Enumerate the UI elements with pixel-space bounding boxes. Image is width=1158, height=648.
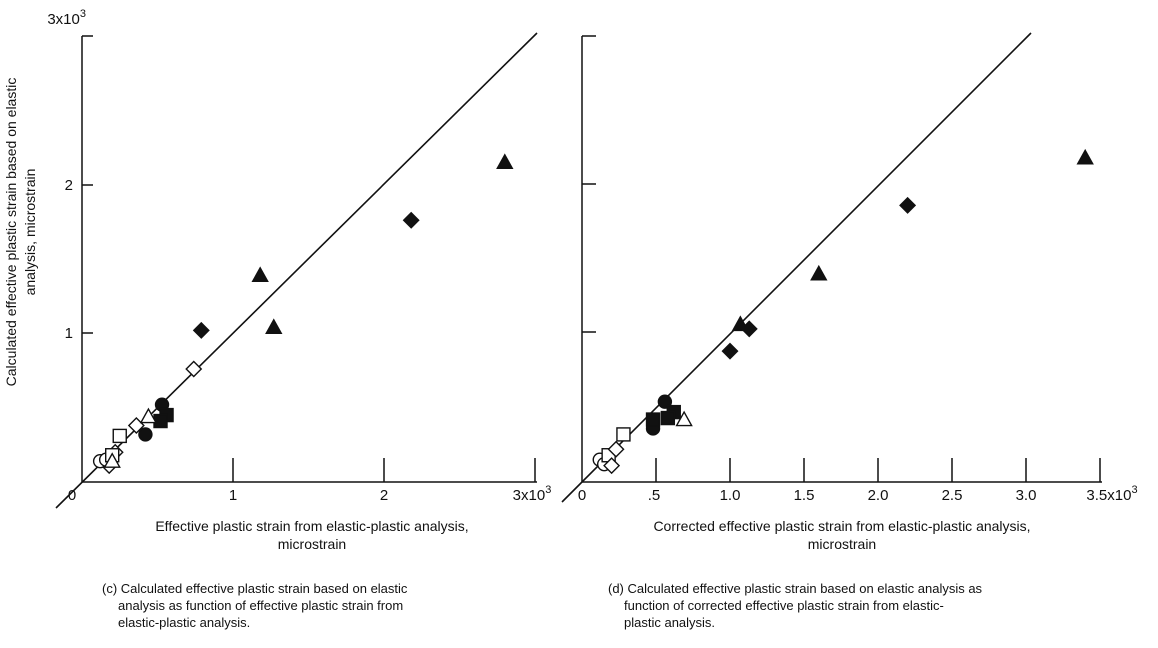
chart-c-x-tick-label-2: 2 <box>380 487 388 504</box>
chart-d-x-axis-title-line-2: microstrain <box>808 536 876 552</box>
chart-d-point-0 <box>1076 148 1094 165</box>
chart-d-x-tick-label-3: 1.5 <box>794 487 815 504</box>
y-axis-title-line-1: Calculated effective plastic strain base… <box>3 78 19 387</box>
chart-d-x-tick-label-6: 3.0 <box>1016 487 1037 504</box>
y-axis-title-line-2-text: analysis, microstrain <box>22 169 38 296</box>
chart-d-points <box>592 148 1094 475</box>
y-axis-title-line-2: analysis, microstrain <box>22 169 38 296</box>
chart-d-point-11 <box>645 412 661 427</box>
chart-c-x-tick-label-1: 1 <box>229 487 237 504</box>
chart-d-x-tick-label-7: 3.5x103 <box>1086 484 1137 504</box>
chart-c-y-tick-labels: 1 2 3x103 <box>47 8 86 342</box>
chart-c-point-10 <box>138 427 153 442</box>
chart-d-x-tick-label-5: 2.5 <box>942 487 963 504</box>
chart-c-x-tick-label-0: 0 <box>68 487 76 504</box>
chart-d-x-tick-labels: 0 .5 1.0 1.5 2.0 2.5 3.0 3.5x103 <box>578 484 1138 504</box>
chart-c-caption-line-3: elastic-plastic analysis. <box>118 615 251 630</box>
chart-c-caption-line-1: (c) Calculated effective plastic strain … <box>102 581 408 596</box>
chart-d-point-16 <box>603 457 621 475</box>
chart-d-caption-line-3: plastic analysis. <box>624 615 716 630</box>
chart-c-point-0 <box>496 153 514 169</box>
chart-c-caption-line-2: analysis as function of effective plasti… <box>118 598 404 613</box>
chart-d-caption-line-1: (d) Calculated effective plastic strain … <box>608 581 983 596</box>
chart-d-point-13 <box>616 427 631 442</box>
chart-c-point-14 <box>153 413 168 429</box>
chart-d-x-tick-label-4: 2.0 <box>868 487 889 504</box>
chart-c-point-5 <box>185 360 203 378</box>
chart-d-point-5 <box>721 342 739 360</box>
chart-c-points <box>92 153 514 475</box>
chart-c-x-tick-labels: 0 1 2 3x103 <box>68 484 552 504</box>
chart-d-point-3 <box>899 196 917 214</box>
chart-d-x-axis-title: Corrected effective plastic strain from … <box>653 518 1030 552</box>
chart-c-x-axis-title: Effective plastic strain from elastic-pl… <box>155 518 468 552</box>
chart-c-y-tick-label-1: 1 <box>65 325 73 342</box>
chart-c-point-18 <box>103 452 121 468</box>
chart-d-caption: (d) Calculated effective plastic strain … <box>608 580 982 631</box>
chart-d-point-4 <box>740 320 758 338</box>
chart-d-x-tick-label-2: 1.0 <box>720 487 741 504</box>
chart-c-x-axis-title-line-1: Effective plastic strain from elastic-pl… <box>155 518 468 534</box>
chart-c-point-17 <box>139 407 158 424</box>
chart-d-caption-line-2: function of corrected effective plastic … <box>624 598 944 613</box>
chart-d-point-12 <box>660 410 676 426</box>
chart-d-axes <box>581 35 1102 483</box>
chart-c-y-tick-label-2: 2 <box>65 177 73 194</box>
chart-c-x-tick-label-3: 3x103 <box>513 484 552 504</box>
chart-c-caption: (c) Calculated effective plastic strain … <box>102 580 407 631</box>
chart-c-x-axis-title-line-2: microstrain <box>278 536 346 552</box>
chart-c: 0 1 2 3x103 1 2 3x103 Effective plastic … <box>47 8 551 552</box>
chart-c-y-tick-label-3: 3x103 <box>47 8 86 28</box>
chart-d-x-tick-label-1: .5 <box>648 487 661 504</box>
chart-c-point-1 <box>251 266 269 283</box>
chart-c-point-2 <box>265 318 283 335</box>
chart-c-point-4 <box>192 321 210 339</box>
chart-c-point-3 <box>402 211 420 229</box>
y-axis-title: Calculated effective plastic strain base… <box>3 78 19 387</box>
chart-c-axes <box>81 35 537 483</box>
chart-d-x-axis-title-line-1: Corrected effective plastic strain from … <box>653 518 1030 534</box>
chart-d-point-15 <box>675 410 693 427</box>
chart-d-reference-line <box>561 32 1032 503</box>
chart-d-x-tick-label-0: 0 <box>578 487 586 504</box>
chart-d-point-17 <box>607 440 625 458</box>
chart-c-reference-line <box>55 32 538 509</box>
chart-c-point-15 <box>112 428 127 444</box>
chart-d-point-1 <box>810 264 828 281</box>
chart-d: 0 .5 1.0 1.5 2.0 2.5 3.0 3.5x103 Correct… <box>561 32 1138 552</box>
